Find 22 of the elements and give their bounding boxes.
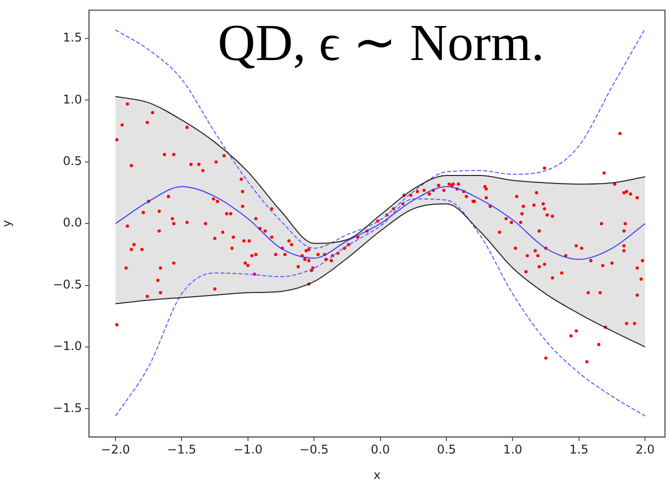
- line-series: [114, 203, 646, 348]
- y-tick-label: 1.0: [62, 92, 82, 106]
- y-tick-label: −1.5: [52, 400, 82, 415]
- x-tick-label: 0.5: [436, 442, 456, 456]
- chart-title: QD, ϵ ∼ Norm.: [218, 14, 544, 72]
- x-tick-label: −2.0: [100, 442, 130, 456]
- y-tick-label: 0.0: [62, 216, 82, 230]
- x-tick-label: 2.0: [636, 442, 655, 456]
- y-tick-label: −0.5: [52, 277, 82, 292]
- y-tick-label: −1.0: [52, 339, 82, 354]
- line-series: [114, 198, 646, 417]
- x-tick-label: 1.0: [503, 442, 522, 456]
- x-tick-label: 0.0: [370, 442, 390, 456]
- line-series: [114, 96, 646, 244]
- x-tick-label: −1.0: [233, 442, 262, 456]
- y-tick-label: 1.5: [62, 30, 82, 45]
- x-tick-label: −1.5: [167, 442, 196, 456]
- x-axis-title: x: [373, 468, 381, 482]
- y-tick-label: 0.5: [62, 154, 82, 168]
- x-tick-label: −0.5: [300, 442, 329, 456]
- x-tick-label: 1.5: [569, 442, 588, 456]
- y-axis-title: y: [0, 220, 14, 228]
